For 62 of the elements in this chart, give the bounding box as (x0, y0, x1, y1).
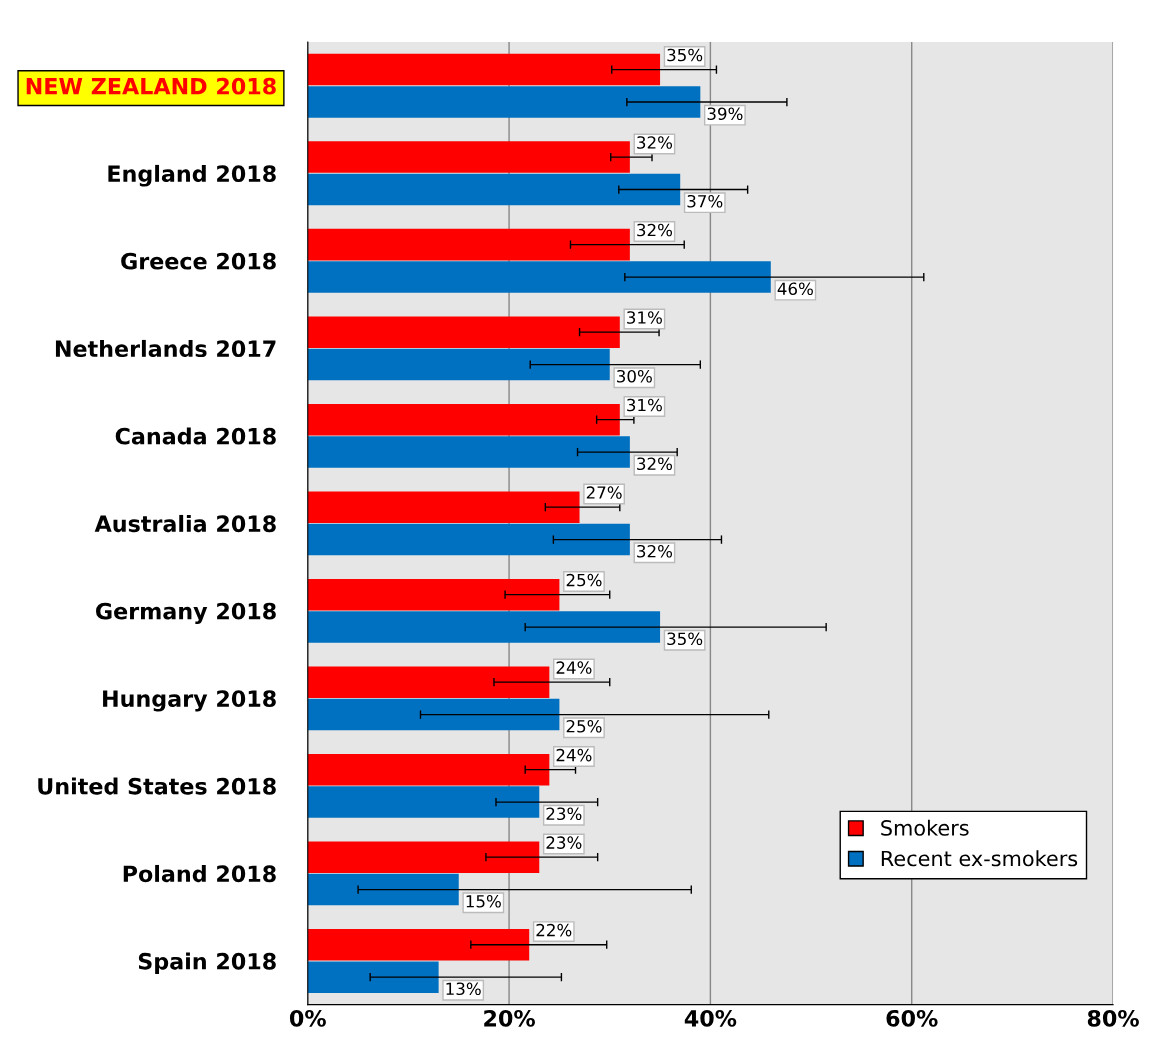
x-tick-label: 60% (886, 1009, 938, 1027)
bar (307, 173, 681, 206)
bar (307, 403, 620, 436)
data-label: 13% (446, 982, 481, 996)
y-tick-label: Greece 2018 (121, 252, 276, 270)
bar (307, 436, 630, 468)
data-label: 24% (556, 748, 592, 762)
bar (307, 578, 560, 611)
bar (307, 53, 661, 86)
data-label: 37% (687, 194, 723, 208)
x-tick-label: 80% (1087, 1009, 1139, 1027)
data-label: 32% (637, 223, 673, 237)
x-tick-label: 0% (289, 1009, 326, 1027)
bar (307, 928, 530, 961)
y-tick-label: Germany 2018 (96, 602, 276, 625)
bar (307, 841, 540, 873)
y-tick-label: Australia 2018 (94, 514, 276, 533)
bar (307, 666, 550, 698)
data-label: 25% (566, 573, 602, 587)
data-label: 46% (777, 282, 813, 296)
data-label: 23% (546, 807, 582, 821)
data-label: 15% (466, 894, 501, 908)
data-label: 35% (667, 48, 703, 62)
y-tick-label: Spain 2018 (138, 952, 276, 974)
bar (307, 698, 560, 731)
data-label: 31% (627, 398, 662, 412)
data-label: 31% (627, 311, 662, 324)
bar (307, 228, 630, 261)
bar (307, 873, 459, 906)
data-label: 27% (586, 486, 622, 499)
y-tick-label: England 2018 (108, 164, 276, 187)
bar (307, 261, 771, 293)
bar (307, 753, 550, 786)
data-label: 22% (536, 923, 572, 937)
bar (307, 348, 610, 381)
y-tick-label: Netherlands 2017 (55, 339, 276, 358)
y-tick-label: NEW ZEALAND 2018 (26, 77, 276, 95)
y-tick-label: United States 2018 (38, 777, 276, 795)
y-tick-label: Poland 2018 (123, 864, 276, 883)
y-tick-label: Hungary 2018 (103, 690, 276, 712)
x-tick-label: 40% (684, 1009, 737, 1027)
bar (307, 491, 580, 523)
bar (307, 141, 630, 173)
bar (307, 316, 620, 348)
data-label: 25% (566, 719, 602, 733)
y-tick-label: Canada 2018 (115, 427, 276, 445)
data-label: 35% (667, 632, 703, 646)
data-label: 23% (546, 836, 582, 849)
legend-label: Smokers (881, 819, 969, 836)
legend-label: Recent ex-smokers (881, 850, 1078, 867)
data-label: 32% (637, 544, 673, 558)
data-label: 32% (637, 457, 673, 471)
data-label: 30% (617, 369, 652, 383)
bar (307, 961, 439, 993)
bar (307, 86, 701, 118)
data-label: 24% (556, 661, 592, 674)
x-tick-label: 20% (484, 1009, 535, 1027)
bar (307, 523, 630, 556)
data-label: 32% (637, 136, 673, 149)
data-label: 39% (707, 107, 743, 121)
bar (307, 786, 540, 818)
bar (307, 611, 661, 643)
